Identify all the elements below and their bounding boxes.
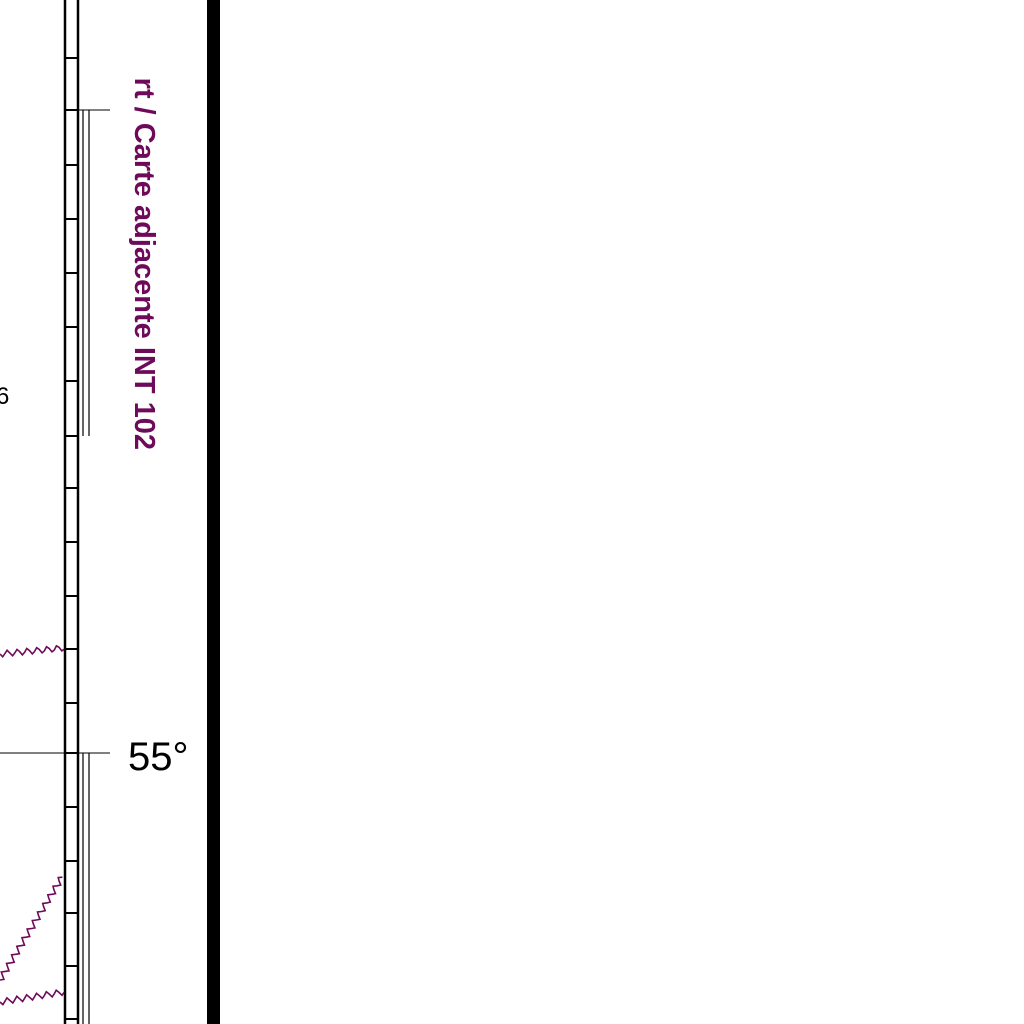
latitude-label: 55° [128, 735, 189, 779]
magenta-limit-line-2 [0, 876, 63, 981]
magenta-limit-line-1 [0, 644, 65, 659]
neatline [207, 0, 220, 1024]
magenta-limit-line-3 [0, 988, 65, 1006]
adjacent-chart-label: rt / Carte adjacente INT 102 [128, 78, 160, 450]
latitude-scale-border [63, 0, 90, 1024]
scale-ticks [65, 57, 78, 1020]
sounding-fragment: 6 [0, 383, 9, 410]
